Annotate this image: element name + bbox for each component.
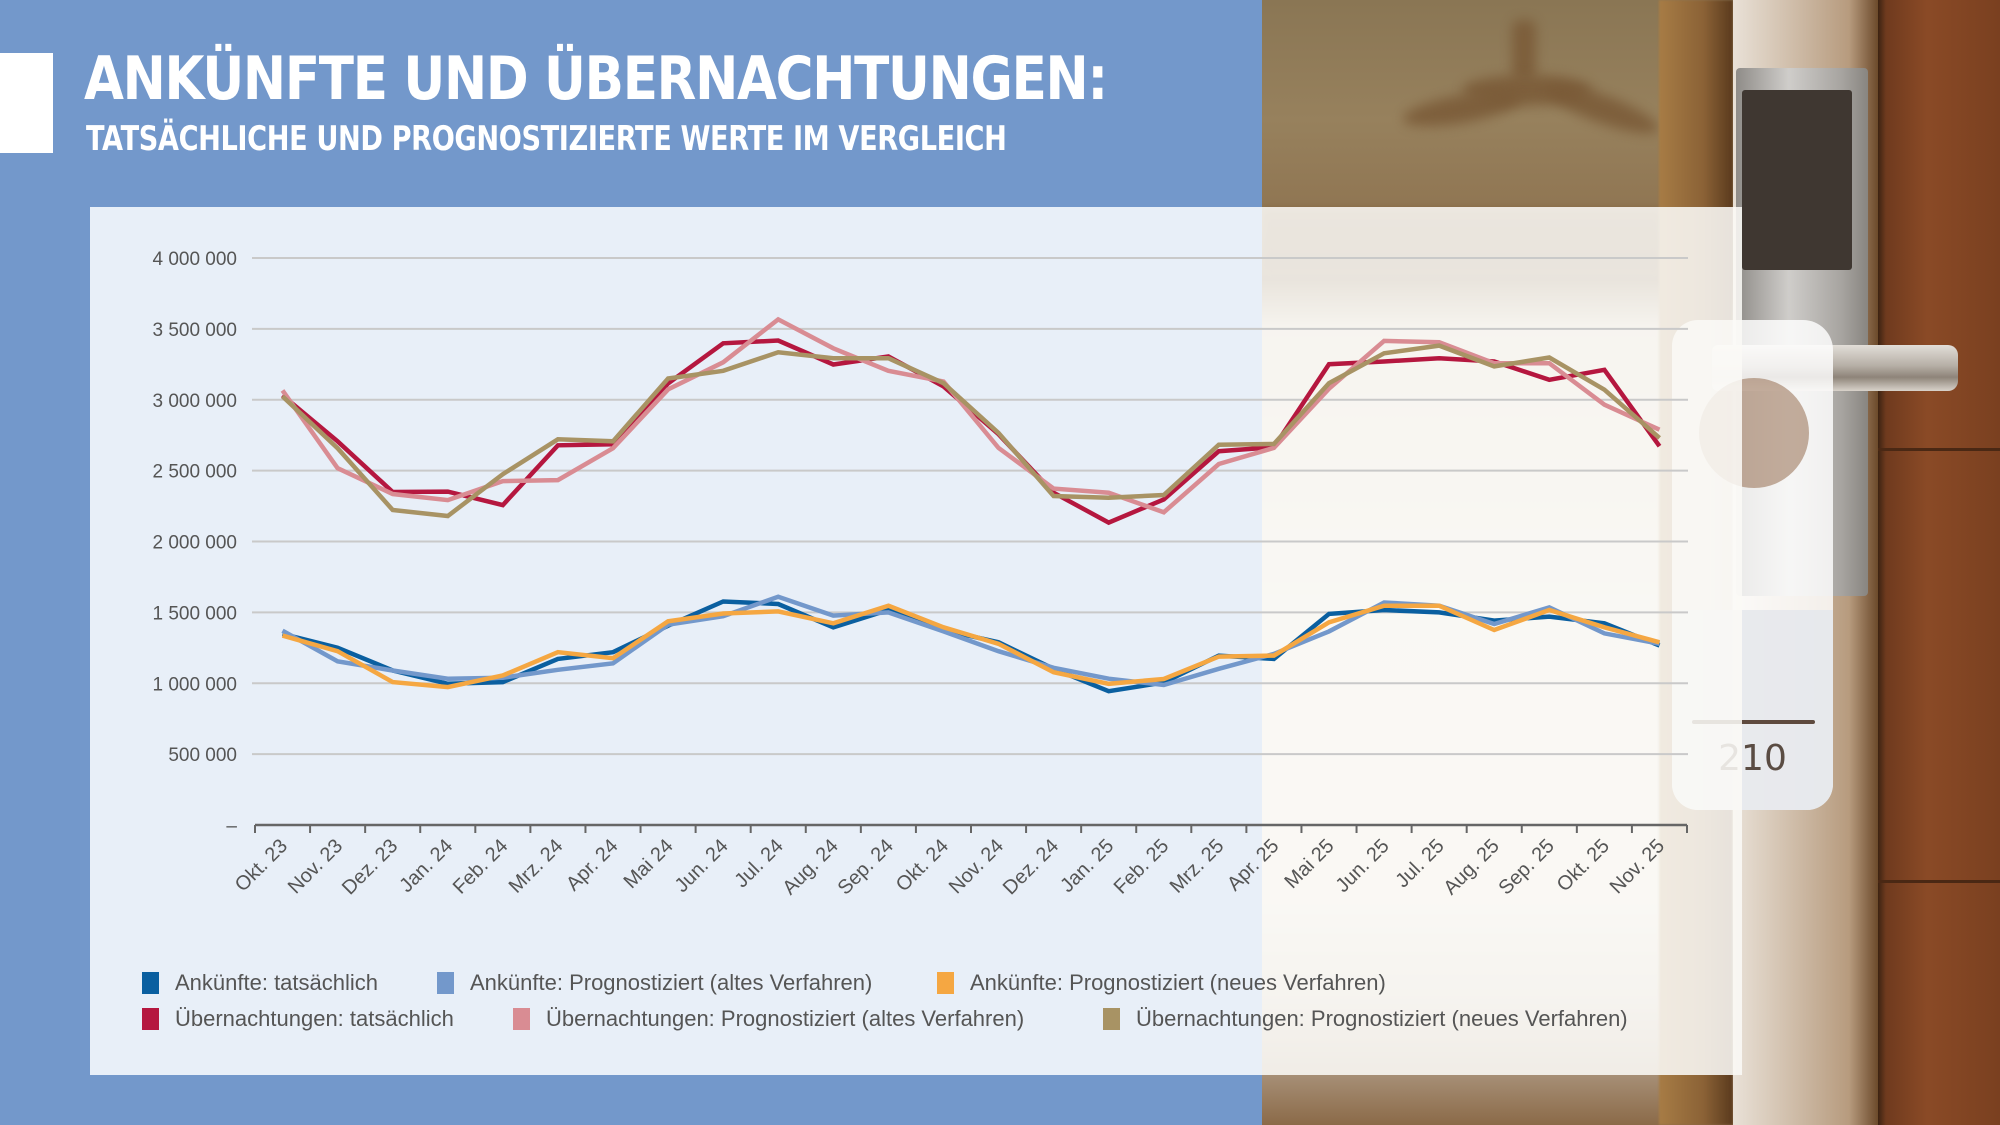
x-tick-label: Sep. 25 bbox=[1495, 835, 1559, 899]
legend-label: Übernachtungen: Prognostiziert (neues Ve… bbox=[1136, 1006, 1628, 1031]
y-tick-label: 3 000 000 bbox=[152, 391, 237, 412]
x-tick-label: Dez. 23 bbox=[338, 835, 402, 899]
legend-swatch bbox=[142, 1008, 159, 1030]
door-seam bbox=[1878, 448, 2000, 451]
x-tick-label: Jan. 25 bbox=[1056, 835, 1118, 897]
page-subtitle: TATSÄCHLICHE UND PROGNOSTIZIERTE WERTE I… bbox=[86, 119, 1007, 159]
series-line bbox=[281, 338, 1662, 526]
legend-item-arrivals-forecast-old: Ankünfte: Prognostiziert (altes Verfahre… bbox=[437, 970, 907, 996]
legend-item-arrivals-forecast-new: Ankünfte: Prognostiziert (neues Verfahre… bbox=[937, 970, 1386, 996]
door-hanger-line bbox=[1692, 720, 1815, 724]
legend-item-overnights-forecast-new: Übernachtungen: Prognostiziert (neues Ve… bbox=[1103, 1006, 1628, 1032]
gridlines bbox=[252, 257, 1688, 756]
legend-swatch bbox=[142, 972, 159, 994]
y-tick-label: 2 000 000 bbox=[152, 533, 237, 554]
wooden-door bbox=[1878, 0, 2000, 1125]
x-tick-label: Apr. 24 bbox=[562, 835, 622, 895]
x-tick-label: Jun. 25 bbox=[1332, 835, 1394, 897]
x-tick-label: Dez. 24 bbox=[999, 835, 1063, 899]
y-tick-label: 2 500 000 bbox=[152, 462, 237, 483]
y-tick-label: 3 500 000 bbox=[152, 320, 237, 341]
x-tick-label: Mrz. 25 bbox=[1166, 835, 1229, 898]
x-tick-label: Mai 24 bbox=[620, 835, 678, 893]
door-seam bbox=[1878, 880, 2000, 883]
x-tick-label: Feb. 24 bbox=[449, 835, 513, 899]
y-tick-label: 1 000 000 bbox=[152, 674, 237, 695]
legend-row-2: Übernachtungen: tatsächlich Übernachtung… bbox=[142, 1006, 1658, 1032]
chart-panel-overlay bbox=[1262, 207, 1742, 1075]
legend-label: Ankünfte: Prognostiziert (neues Verfahre… bbox=[970, 970, 1386, 995]
series-line bbox=[281, 603, 1661, 690]
legend-row-1: Ankünfte: tatsächlich Ankünfte: Prognost… bbox=[142, 970, 1416, 996]
ceiling-fan-icon bbox=[1392, 20, 1712, 150]
x-tick-label: Mrz. 24 bbox=[505, 835, 568, 898]
x-tick-label: Okt. 23 bbox=[231, 835, 292, 896]
x-tick-label: Jun. 24 bbox=[671, 835, 733, 897]
page-title: ANKÜNFTE UND ÜBERNACHTUNGEN: bbox=[84, 44, 1108, 114]
legend-label: Übernachtungen: tatsächlich bbox=[175, 1006, 454, 1031]
x-tick-label: Nov. 25 bbox=[1606, 835, 1669, 898]
y-tick-label: 500 000 bbox=[168, 745, 237, 766]
y-tick-label: 1 500 000 bbox=[152, 603, 237, 624]
legend-item-arrivals-actual: Ankünfte: tatsächlich bbox=[142, 970, 407, 996]
y-tick-label: 4 000 000 bbox=[152, 249, 237, 270]
x-tick-label: Okt. 25 bbox=[1553, 835, 1614, 896]
legend-label: Ankünfte: Prognostiziert (altes Verfahre… bbox=[470, 970, 873, 995]
card-reader-icon bbox=[1742, 90, 1852, 270]
legend-label: Übernachtungen: Prognostiziert (altes Ve… bbox=[546, 1006, 1025, 1031]
x-tick-label: Feb. 25 bbox=[1110, 835, 1174, 899]
x-tick-label: Okt. 24 bbox=[892, 835, 953, 896]
x-tick-label: Nov. 24 bbox=[945, 835, 1008, 898]
legend-swatch bbox=[937, 972, 954, 994]
x-tick-label: Apr. 25 bbox=[1223, 835, 1283, 895]
series-line bbox=[280, 343, 1661, 519]
x-tick-label: Jan. 24 bbox=[395, 835, 457, 897]
legend-swatch bbox=[437, 972, 454, 994]
series-line bbox=[280, 316, 1661, 515]
x-axis bbox=[254, 823, 1688, 833]
x-tick-label: Aug. 25 bbox=[1439, 835, 1503, 899]
legend-item-overnights-forecast-old: Übernachtungen: Prognostiziert (altes Ve… bbox=[513, 1006, 1073, 1032]
x-tick-label: Aug. 24 bbox=[779, 835, 843, 899]
series-lines bbox=[280, 316, 1662, 694]
legend-label: Ankünfte: tatsächlich bbox=[175, 970, 379, 995]
y-axis-labels: – 500 000 1 000 000 1 500 000 2 000 000 2 500… bbox=[152, 249, 237, 837]
legend-swatch bbox=[1103, 1008, 1120, 1030]
legend-swatch bbox=[513, 1008, 530, 1030]
chart-panel: – 500 000 1 000 000 1 500 000 2 000 000 2 500… bbox=[90, 207, 1742, 1075]
y-tick-label: – bbox=[226, 816, 237, 837]
x-tick-label: Nov. 23 bbox=[284, 835, 347, 898]
legend-item-overnights-actual: Übernachtungen: tatsächlich bbox=[142, 1006, 483, 1032]
x-tick-label: Sep. 24 bbox=[834, 835, 898, 899]
line-chart: – 500 000 1 000 000 1 500 000 2 000 000 2 500… bbox=[152, 249, 1688, 899]
chart-panel-background bbox=[90, 207, 1262, 1075]
title-marker bbox=[0, 53, 53, 153]
x-tick-label: Mai 25 bbox=[1281, 835, 1339, 893]
